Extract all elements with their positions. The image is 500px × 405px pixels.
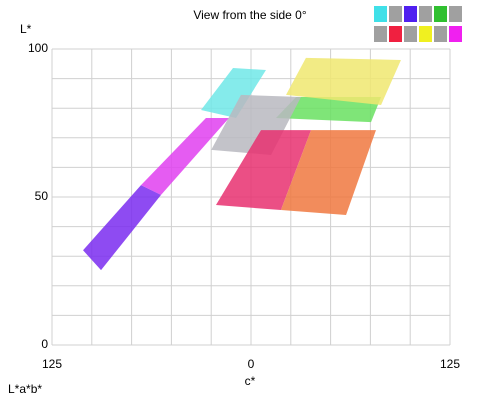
footer-label: L*a*b* <box>8 382 42 396</box>
y-tick-label: 50 <box>35 189 49 203</box>
thumbnail[interactable] <box>419 26 432 42</box>
point-cloud <box>286 57 401 105</box>
thumbnail[interactable] <box>419 6 432 22</box>
y-tick-label: 0 <box>41 337 48 351</box>
thumbnail[interactable] <box>374 26 387 42</box>
view-thumbnails <box>374 6 462 42</box>
thumbnail[interactable] <box>374 6 387 22</box>
point-cloud <box>83 185 162 271</box>
chart-title: View from the side 0° <box>193 8 306 22</box>
point-cloud <box>140 117 230 195</box>
y-tick-label: 100 <box>28 41 48 55</box>
point-cloud <box>215 130 312 211</box>
thumbnail[interactable] <box>434 6 447 22</box>
thumbnail[interactable] <box>404 6 417 22</box>
thumbnail[interactable] <box>449 6 462 22</box>
y-axis-label: L* <box>20 22 32 36</box>
point-cloud <box>201 67 266 118</box>
x-tick-label: 125 <box>440 357 460 371</box>
thumbnail[interactable] <box>389 26 402 42</box>
point-cloud <box>275 96 382 123</box>
x-tick-label: 0 <box>248 357 255 371</box>
thumbnail[interactable] <box>389 6 402 22</box>
thumbnail[interactable] <box>449 26 462 42</box>
point-cloud <box>280 130 376 216</box>
thumbnail[interactable] <box>434 26 447 42</box>
thumbnail[interactable] <box>404 26 417 42</box>
x-tick-label: 125 <box>42 357 62 371</box>
x-axis-label: c* <box>245 374 256 388</box>
